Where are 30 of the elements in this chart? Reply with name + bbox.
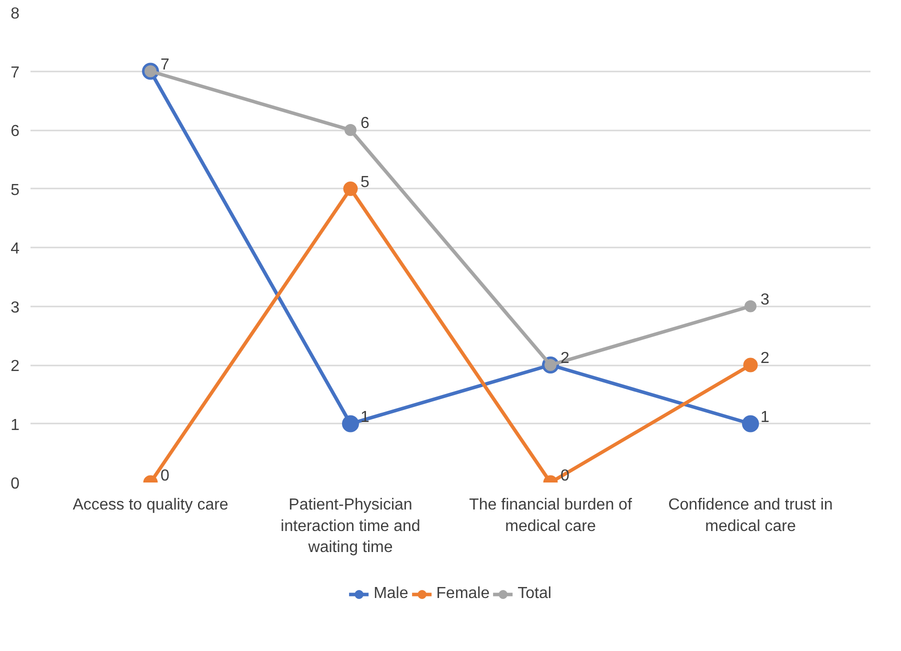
y-tick-label: 4: [10, 240, 20, 258]
x-tick-label: Access to quality care: [72, 496, 228, 514]
legend-label: Female: [436, 585, 490, 603]
y-tick-label: 1: [10, 416, 20, 434]
y-tick-label: 2: [10, 358, 20, 375]
legend-label: Total: [518, 585, 552, 603]
data-label: 6: [360, 115, 370, 132]
data-label: 3: [760, 291, 770, 308]
x-tick-label: Patient-Physician interaction time and waiting time: [280, 496, 420, 556]
legend-label: Male: [374, 585, 408, 603]
y-tick-label: 0: [10, 476, 20, 492]
data-label: 7: [160, 56, 170, 74]
point: [343, 182, 358, 196]
y-tick-label: 8: [10, 6, 20, 22]
y-tick-label: 6: [10, 123, 20, 140]
y-tick-label: 3: [10, 299, 20, 316]
y-tick-label: 7: [10, 64, 20, 82]
point: [342, 415, 359, 432]
point: [742, 415, 759, 432]
data-label: 0: [160, 468, 170, 484]
data-label: 2: [560, 350, 570, 367]
data-label: 1: [760, 408, 770, 426]
point: [743, 358, 758, 372]
x-tick-label: The financial burden of medical care: [469, 496, 632, 535]
x-tick-label: Confidence and trust in medical care: [668, 496, 833, 535]
data-label: 2: [760, 350, 770, 367]
y-tick-label: 5: [10, 182, 20, 199]
point: [344, 124, 356, 136]
point: [744, 300, 756, 312]
data-label: 5: [360, 174, 370, 191]
